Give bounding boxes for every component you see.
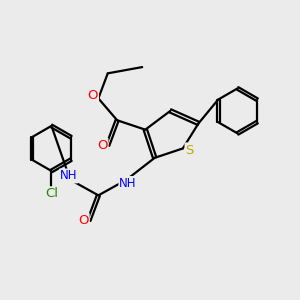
Text: S: S: [185, 143, 194, 157]
Text: NH: NH: [60, 169, 77, 182]
Text: Cl: Cl: [45, 187, 58, 200]
Text: O: O: [88, 89, 98, 102]
Text: NH: NH: [119, 177, 137, 190]
Text: O: O: [78, 214, 88, 227]
Text: O: O: [97, 139, 107, 152]
